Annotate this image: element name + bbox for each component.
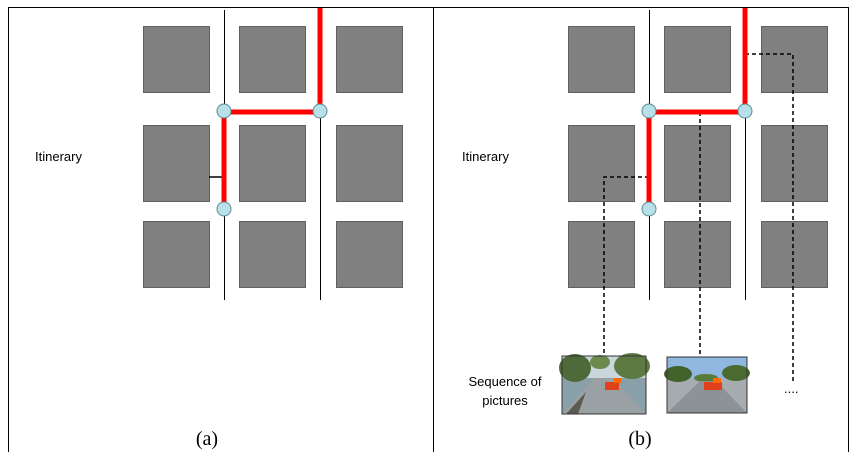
city-block xyxy=(568,26,635,93)
route-node xyxy=(737,103,753,119)
city-block xyxy=(664,221,731,288)
caption-a: (a) xyxy=(196,428,218,450)
city-block xyxy=(336,221,403,288)
city-block xyxy=(239,221,306,288)
picture-links xyxy=(603,53,794,384)
city-blocks xyxy=(568,26,828,288)
itinerary-label-b: Itinerary xyxy=(462,149,509,164)
more-pictures-ellipsis: .... xyxy=(784,381,798,396)
sequence-label-line2: pictures xyxy=(482,393,528,408)
sequence-label-line1: Sequence of xyxy=(468,374,541,389)
route-nodes xyxy=(641,103,753,217)
street-photo-icon xyxy=(559,353,650,415)
caption-b: (b) xyxy=(628,428,651,450)
itinerary-route xyxy=(646,8,748,208)
picture-link xyxy=(603,176,649,355)
city-block xyxy=(761,221,828,288)
city-block xyxy=(568,221,635,288)
route-node xyxy=(312,103,328,119)
city-block xyxy=(761,26,828,93)
city-blocks xyxy=(143,26,403,288)
city-block xyxy=(568,125,635,202)
panel-a: Itinerary (a) xyxy=(35,8,403,450)
panel-b: Itinerary Sequence of pict xyxy=(462,8,828,450)
city-block xyxy=(336,26,403,93)
city-block xyxy=(664,26,731,93)
city-block xyxy=(143,221,210,288)
city-block xyxy=(761,125,828,202)
city-block xyxy=(143,125,210,202)
route-node xyxy=(216,103,232,119)
city-block xyxy=(239,26,306,93)
route-node xyxy=(641,103,657,119)
city-block xyxy=(143,26,210,93)
itinerary-label-a: Itinerary xyxy=(35,149,82,164)
street-photo-icon xyxy=(664,356,750,414)
picture-link xyxy=(745,53,794,384)
route-node xyxy=(216,201,232,217)
route-nodes xyxy=(216,103,328,217)
city-block xyxy=(336,125,403,202)
city-block xyxy=(664,125,731,202)
city-block xyxy=(239,125,306,202)
itinerary-route xyxy=(221,8,323,208)
route-node xyxy=(641,201,657,217)
